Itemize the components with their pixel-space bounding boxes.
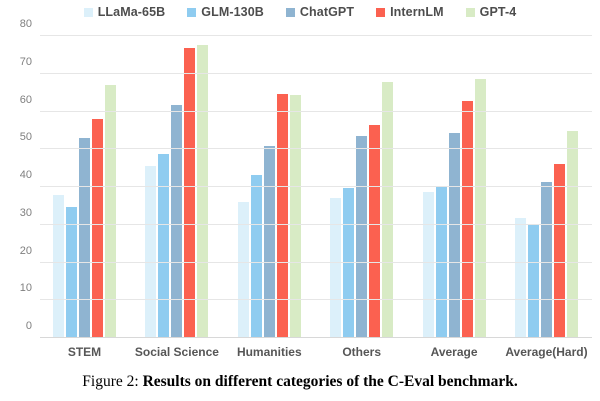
gridline-30 bbox=[40, 223, 592, 225]
y-tick-label-40: 40 bbox=[19, 169, 32, 181]
gridline-70 bbox=[40, 72, 592, 74]
bar-gpt-4-social-science bbox=[197, 45, 209, 338]
legend-label-internlm: InternLM bbox=[390, 5, 444, 19]
gridline-40 bbox=[40, 186, 592, 187]
category-label-average-hard: Average(Hard) bbox=[505, 345, 588, 359]
bar-glm-130b-social-science bbox=[158, 154, 170, 338]
bar-chatgpt-average-hard bbox=[540, 181, 552, 338]
bar-glm-130b-stem bbox=[66, 206, 77, 338]
bar-glm-130b-humanities bbox=[250, 174, 262, 338]
category-label-others: Others bbox=[342, 345, 382, 359]
bar-internlm-average bbox=[461, 101, 473, 338]
legend-label-chatgpt: ChatGPT bbox=[299, 5, 355, 19]
caption-text: Results on different categories of the C… bbox=[142, 373, 518, 390]
gridline-80 bbox=[40, 35, 592, 36]
bar-group-average-hard: Average(Hard) bbox=[505, 36, 588, 359]
bar-chatgpt-social-science bbox=[171, 104, 183, 338]
bar-group-others: Others bbox=[330, 36, 394, 359]
gridline-60 bbox=[40, 110, 592, 112]
bar-llama-65b-humanities bbox=[237, 201, 249, 338]
bar-chatgpt-average bbox=[448, 132, 460, 338]
legend-item-glm-130b: GLM-130B bbox=[187, 5, 264, 19]
bar-gpt-4-average-hard bbox=[566, 130, 578, 338]
category-label-humanities: Humanities bbox=[236, 345, 302, 359]
bar-chatgpt-humanities bbox=[263, 145, 275, 338]
gridline-10 bbox=[40, 299, 592, 301]
legend-item-gpt-4: GPT-4 bbox=[465, 5, 517, 19]
y-tick-label-20: 20 bbox=[19, 244, 32, 257]
legend-label-gpt-4: GPT-4 bbox=[479, 5, 517, 19]
caption-prefix: Figure 2: bbox=[82, 373, 143, 390]
bar-llama-65b-average-hard bbox=[514, 218, 526, 338]
bar-internlm-others bbox=[369, 125, 381, 338]
category-label-average: Average bbox=[430, 345, 478, 359]
gridline-0 bbox=[40, 337, 592, 338]
bar-llama-65b-average bbox=[422, 191, 434, 338]
plot-area: STEM Social Science Humanities Others Averag… bbox=[20, 18, 592, 359]
bar-gpt-4-average bbox=[474, 78, 486, 338]
bar-llama-65b-others bbox=[330, 197, 342, 338]
y-tick-label-80: 80 bbox=[19, 18, 32, 30]
bar-chatgpt-stem bbox=[79, 138, 90, 338]
y-tick-label-10: 10 bbox=[19, 282, 32, 295]
legend-label-llama-65b: LLaMa-65B bbox=[97, 5, 166, 19]
y-tick-label-70: 70 bbox=[19, 55, 32, 68]
bar-internlm-stem bbox=[92, 118, 103, 338]
bar-gpt-4-humanities bbox=[289, 94, 301, 338]
bar-internlm-social-science bbox=[184, 48, 196, 338]
y-tick-label-30: 30 bbox=[19, 206, 32, 219]
y-tick-label-0: 0 bbox=[25, 320, 32, 332]
legend-item-internlm: InternLM bbox=[376, 5, 444, 19]
y-tick-label-60: 60 bbox=[19, 93, 32, 106]
bar-group-average: Average bbox=[422, 36, 486, 359]
chart-legend: LLaMa-65B GLM-130B ChatGPT InternLM GPT-4 bbox=[0, 5, 600, 19]
bar-group-stem: STEM bbox=[53, 36, 116, 359]
category-label-social-science: Social Science bbox=[134, 345, 219, 359]
bar-group-humanities: Humanities bbox=[237, 36, 302, 359]
category-label-stem: STEM bbox=[67, 345, 102, 359]
gridline-20 bbox=[40, 261, 592, 263]
legend-swatch-gpt-4 bbox=[465, 7, 475, 17]
legend-swatch-glm-130b bbox=[187, 7, 197, 17]
bar-glm-130b-others bbox=[343, 187, 355, 338]
legend-item-chatgpt: ChatGPT bbox=[285, 5, 355, 19]
legend-swatch-llama-65b bbox=[83, 7, 93, 17]
bar-internlm-humanities bbox=[276, 94, 288, 338]
bar-llama-65b-social-science bbox=[145, 165, 157, 338]
y-tick-label-50: 50 bbox=[19, 131, 32, 144]
bar-chatgpt-others bbox=[356, 135, 368, 338]
figure-caption: Figure 2: Results on different categorie… bbox=[0, 373, 600, 391]
gridline-50 bbox=[40, 148, 592, 150]
bar-groups: STEM Social Science Humanities Others Averag… bbox=[40, 36, 592, 359]
bar-gpt-4-others bbox=[382, 82, 394, 338]
legend-label-glm-130b: GLM-130B bbox=[201, 5, 264, 19]
bar-glm-130b-average-hard bbox=[527, 223, 539, 338]
legend-item-llama-65b: LLaMa-65B bbox=[83, 5, 166, 19]
bar-gpt-4-stem bbox=[105, 84, 116, 338]
bar-internlm-average-hard bbox=[553, 164, 565, 338]
bar-llama-65b-stem bbox=[53, 195, 64, 338]
bar-group-social-science: Social Science bbox=[135, 36, 219, 359]
legend-swatch-chatgpt bbox=[285, 7, 295, 17]
legend-swatch-internlm bbox=[376, 7, 386, 17]
